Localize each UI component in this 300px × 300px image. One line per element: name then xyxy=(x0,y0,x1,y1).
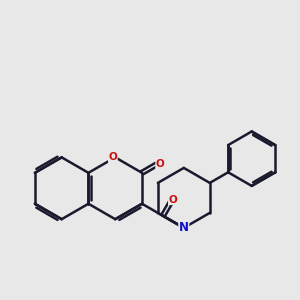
Text: O: O xyxy=(109,152,117,162)
Text: O: O xyxy=(169,194,177,205)
Text: O: O xyxy=(156,159,164,169)
Text: N: N xyxy=(179,221,189,234)
